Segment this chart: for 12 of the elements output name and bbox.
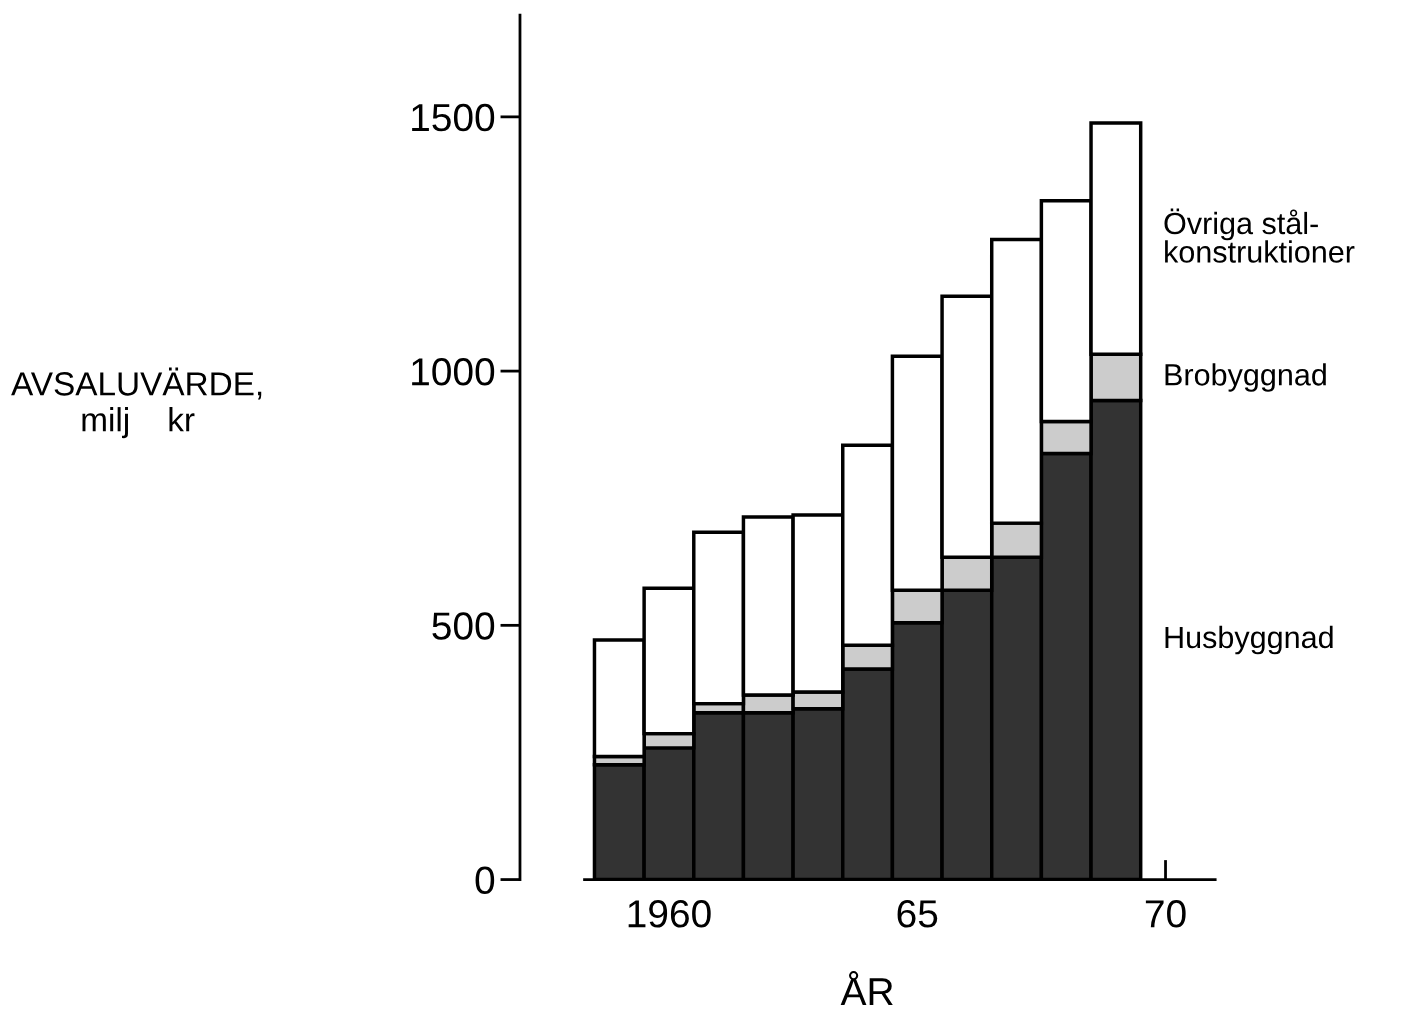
series-label: Husbyggnad [1165, 625, 1333, 655]
y-tick-label: 0 [475, 866, 495, 895]
x-axis-title: ÅR [840, 971, 893, 1006]
x-tick-label: 70 [1145, 900, 1186, 928]
y-tick-label: 1500 [412, 103, 495, 132]
x-tick-label: 1960 [628, 900, 711, 928]
y-tick-label: 500 [432, 612, 495, 640]
series-label: Brobyggnad [1165, 363, 1326, 392]
x-tick-label: 65 [897, 900, 938, 928]
y-tick-label: 1000 [412, 358, 495, 386]
series-label: Övriga stål- konstruktioner [1164, 208, 1355, 263]
y-axis-title: AVSALUVÄRDE, milj kr [11, 367, 262, 439]
